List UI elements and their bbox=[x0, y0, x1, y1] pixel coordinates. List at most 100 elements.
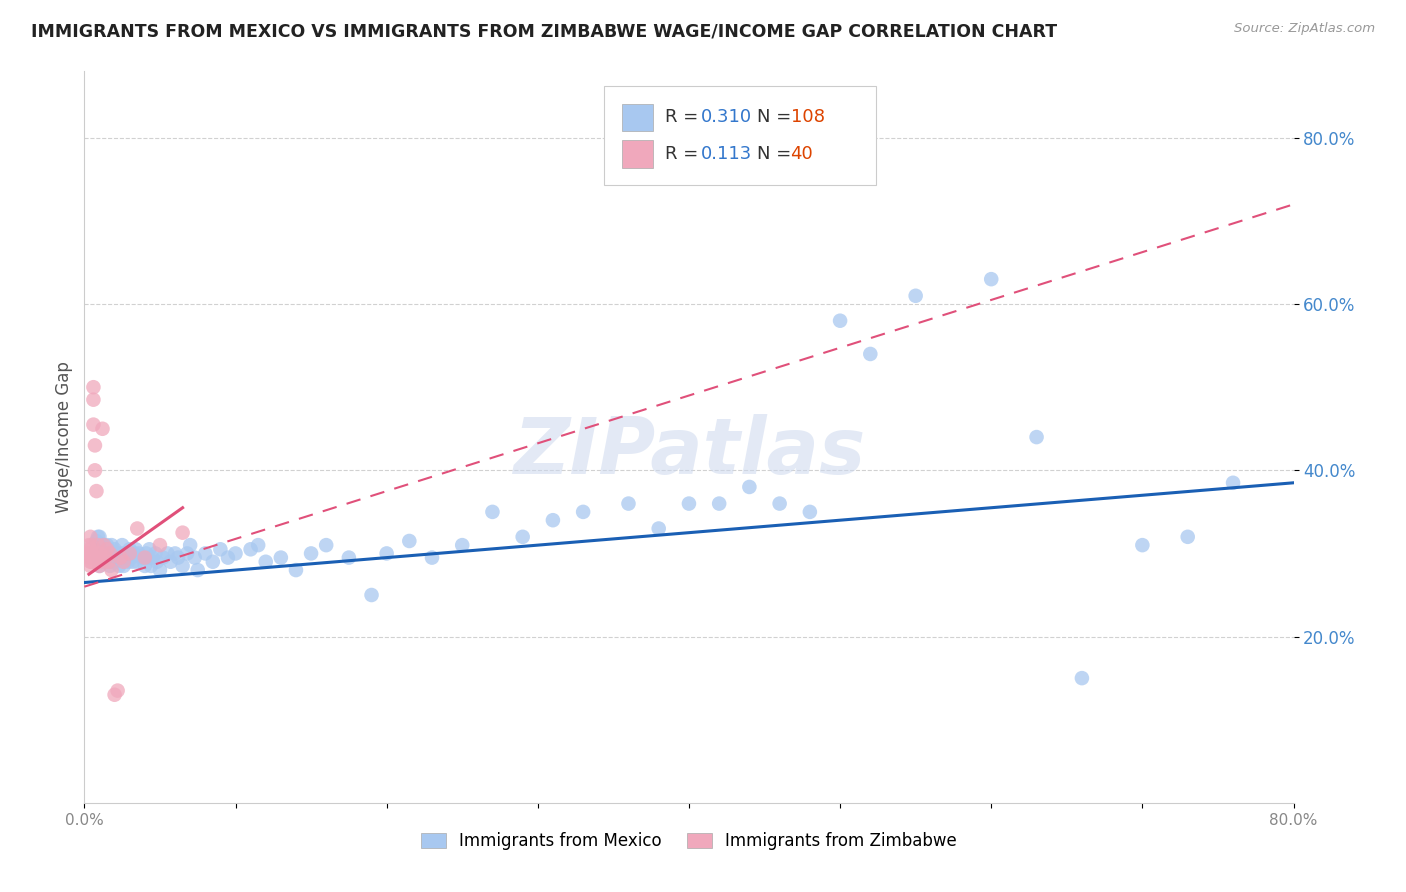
Text: 108: 108 bbox=[790, 109, 824, 127]
Point bbox=[110, 550, 132, 565]
Point bbox=[172, 525, 194, 540]
Point bbox=[86, 533, 108, 548]
Point bbox=[145, 546, 167, 560]
Point bbox=[82, 417, 104, 432]
Point bbox=[110, 550, 132, 565]
Point bbox=[80, 546, 103, 560]
Point bbox=[97, 550, 120, 565]
Point bbox=[89, 550, 111, 565]
Point bbox=[194, 546, 217, 560]
Point bbox=[512, 530, 534, 544]
Point bbox=[97, 555, 120, 569]
Point bbox=[217, 550, 239, 565]
Text: Source: ZipAtlas.com: Source: ZipAtlas.com bbox=[1234, 22, 1375, 36]
Point bbox=[93, 546, 115, 560]
Point bbox=[254, 555, 277, 569]
Point bbox=[120, 550, 142, 565]
Point bbox=[104, 550, 127, 565]
Point bbox=[91, 546, 114, 560]
Point bbox=[134, 550, 156, 565]
Point bbox=[127, 521, 149, 535]
Point bbox=[127, 555, 149, 569]
Point bbox=[138, 542, 160, 557]
Point bbox=[90, 542, 112, 557]
Point bbox=[830, 314, 852, 328]
Point bbox=[96, 542, 118, 557]
Point bbox=[89, 550, 111, 565]
Point bbox=[125, 542, 148, 557]
Point bbox=[904, 289, 927, 303]
Point bbox=[134, 558, 156, 573]
Point bbox=[91, 422, 114, 436]
Point bbox=[96, 546, 118, 560]
Point bbox=[315, 538, 337, 552]
Point bbox=[176, 546, 198, 560]
Point bbox=[89, 530, 111, 544]
Point bbox=[112, 555, 135, 569]
Point bbox=[89, 546, 111, 560]
Point bbox=[79, 555, 101, 569]
Point bbox=[79, 550, 101, 565]
Text: N =: N = bbox=[756, 145, 797, 163]
Point bbox=[90, 550, 112, 565]
Point bbox=[481, 505, 503, 519]
Point bbox=[769, 497, 792, 511]
Point bbox=[114, 550, 136, 565]
Text: 0.113: 0.113 bbox=[702, 145, 752, 163]
Point bbox=[152, 550, 174, 565]
Point bbox=[105, 555, 128, 569]
Point bbox=[108, 558, 131, 573]
Point bbox=[128, 546, 150, 560]
Point bbox=[80, 555, 103, 569]
Point bbox=[146, 555, 169, 569]
Point bbox=[96, 538, 118, 552]
Point bbox=[1222, 475, 1244, 490]
Point bbox=[859, 347, 882, 361]
Point bbox=[1177, 530, 1199, 544]
Point bbox=[337, 550, 360, 565]
Point bbox=[90, 555, 112, 569]
Point bbox=[89, 546, 111, 560]
Point bbox=[89, 538, 111, 552]
Point bbox=[82, 380, 104, 394]
Point bbox=[149, 538, 172, 552]
Point bbox=[159, 555, 181, 569]
Point bbox=[97, 542, 120, 557]
Point bbox=[89, 558, 111, 573]
Point bbox=[94, 550, 117, 565]
Point bbox=[1130, 538, 1153, 552]
Point bbox=[87, 530, 110, 544]
Point bbox=[201, 555, 224, 569]
Point bbox=[156, 546, 179, 560]
Point bbox=[100, 538, 122, 552]
Point bbox=[980, 272, 1002, 286]
Point bbox=[94, 542, 117, 557]
Point bbox=[104, 542, 127, 557]
Point bbox=[94, 550, 117, 565]
Point bbox=[107, 546, 129, 560]
Point bbox=[87, 546, 110, 560]
Point bbox=[98, 546, 121, 560]
Point bbox=[89, 558, 111, 573]
Point bbox=[398, 533, 420, 548]
FancyBboxPatch shape bbox=[605, 86, 876, 185]
Point bbox=[1071, 671, 1094, 685]
Text: 0.310: 0.310 bbox=[702, 109, 752, 127]
Point bbox=[135, 546, 157, 560]
Point bbox=[451, 538, 474, 552]
Point bbox=[91, 538, 114, 552]
Point bbox=[84, 438, 107, 452]
Point bbox=[91, 555, 114, 569]
Point bbox=[122, 546, 145, 560]
Point bbox=[111, 538, 134, 552]
Point bbox=[87, 550, 110, 565]
Point bbox=[93, 538, 115, 552]
Point bbox=[115, 546, 138, 560]
Point bbox=[139, 558, 162, 573]
Point bbox=[572, 505, 595, 519]
Point bbox=[648, 521, 671, 535]
Point bbox=[167, 550, 190, 565]
Text: ZIPatlas: ZIPatlas bbox=[513, 414, 865, 490]
Point bbox=[77, 538, 100, 552]
Point bbox=[541, 513, 564, 527]
